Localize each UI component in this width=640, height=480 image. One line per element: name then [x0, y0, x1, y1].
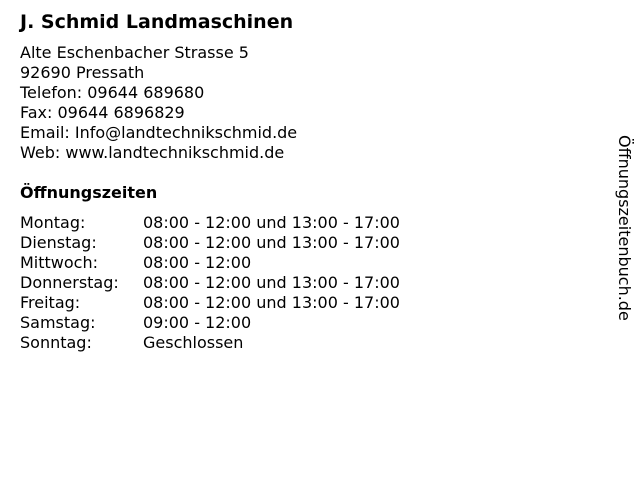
time: 08:00 - 12:00 [143, 253, 252, 272]
day: Dienstag: [20, 233, 97, 252]
website: Web: www.landtechnikschmid.de [20, 143, 285, 162]
hours-row: Freitag: 08:00 - 12:00 und 13:00 - 17:00 [20, 293, 400, 313]
hours-row: Donnerstag: 08:00 - 12:00 und 13:00 - 17:… [20, 273, 400, 293]
time: 08:00 - 12:00 und 13:00 - 17:00 [143, 273, 400, 292]
day: Freitag: [20, 293, 81, 312]
time: 08:00 - 12:00 und 13:00 - 17:00 [143, 213, 400, 232]
hours-row: Dienstag: 08:00 - 12:00 und 13:00 - 17:00 [20, 233, 400, 253]
time: 09:00 - 12:00 [143, 313, 252, 332]
email: Email: Info@landtechnikschmid.de [20, 123, 298, 142]
fax: Fax: 09644 6896829 [20, 103, 185, 122]
business-name: J. Schmid Landmaschinen [20, 11, 294, 33]
street: Alte Eschenbacher Strasse 5 [20, 43, 249, 62]
contact-block: Alte Eschenbacher Strasse 5 92690 Pressa… [20, 43, 297, 163]
watermark-text: Öffnungszeitenbuch.de [615, 135, 634, 321]
hours-title: Öffnungszeiten [20, 183, 158, 202]
city: 92690 Pressath [20, 63, 145, 82]
hours-row: Montag: 08:00 - 12:00 und 13:00 - 17:00 [20, 213, 400, 233]
phone: Telefon: 09644 689680 [20, 83, 205, 102]
hours-row: Mittwoch: 08:00 - 12:00 [20, 253, 400, 273]
hours-row: Samstag: 09:00 - 12:00 [20, 313, 400, 333]
time: Geschlossen [143, 333, 244, 352]
hours-table: Montag: 08:00 - 12:00 und 13:00 - 17:00 D… [20, 213, 400, 353]
day: Samstag: [20, 313, 96, 332]
day: Mittwoch: [20, 253, 98, 272]
time: 08:00 - 12:00 und 13:00 - 17:00 [143, 233, 400, 252]
time: 08:00 - 12:00 und 13:00 - 17:00 [143, 293, 400, 312]
hours-row: Sonntag: Geschlossen [20, 333, 400, 353]
day: Donnerstag: [20, 273, 119, 292]
day: Montag: [20, 213, 86, 232]
day: Sonntag: [20, 333, 92, 352]
